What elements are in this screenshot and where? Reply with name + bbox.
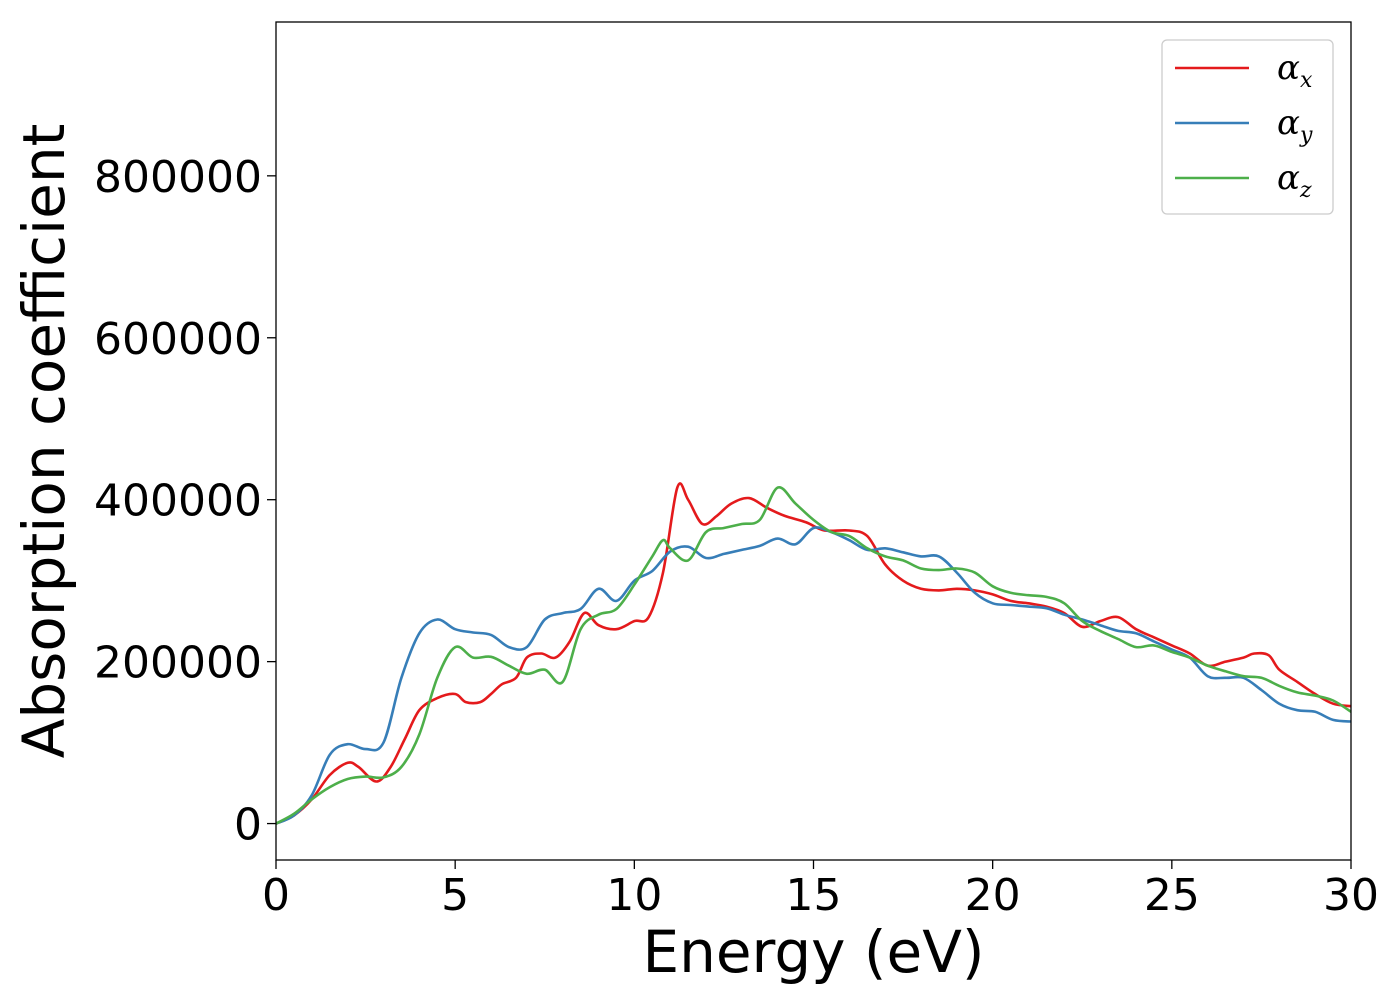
x-tick-label: 30 [1323,870,1379,921]
series-layer [276,482,1351,825]
x-tick-label: 0 [262,870,290,921]
y-tick-label: 600000 [94,314,262,365]
x-tick-label: 5 [441,870,469,921]
legend-box [1161,39,1334,215]
legend-label-x: αx [1277,48,1313,93]
y-axis-ticks: 0 200000 400000 600000 800000 [94,152,276,851]
y-tick-label: 800000 [94,152,262,203]
y-axis-title: Absorption coefficient [10,124,78,759]
series-line-y [276,526,1351,825]
series-line-x [276,482,1351,825]
series-line-z [276,486,1351,825]
x-tick-label: 15 [786,870,842,921]
legend: αx αy αz [1161,39,1334,215]
x-axis-ticks: 0 5 10 15 20 25 30 [262,860,1379,921]
x-tick-label: 20 [965,870,1021,921]
y-tick-label: 0 [234,800,262,851]
x-axis-title: Energy (eV) [642,918,984,986]
y-tick-label: 400000 [94,476,262,527]
x-tick-label: 10 [606,870,662,921]
x-tick-label: 25 [1144,870,1200,921]
legend-label-y: αy [1277,103,1313,148]
legend-label-z: αz [1277,158,1312,203]
y-tick-label: 200000 [94,638,262,689]
